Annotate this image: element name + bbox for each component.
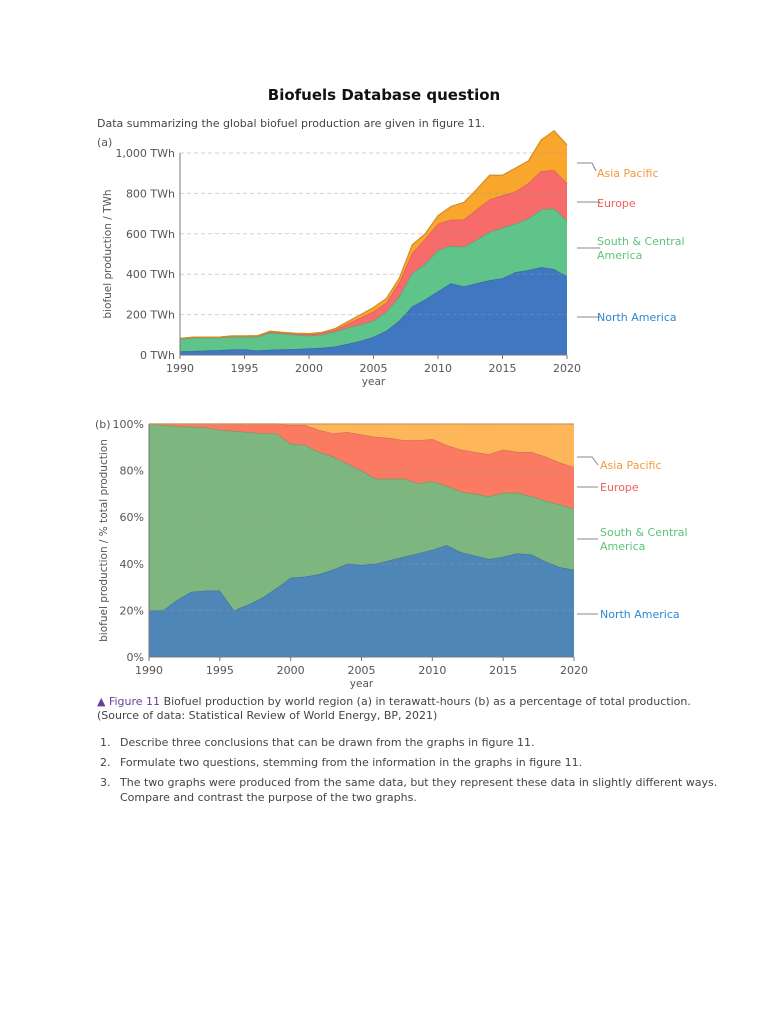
intro-text: Data summarizing the global biofuel prod… xyxy=(97,117,486,130)
legend-label: North America xyxy=(597,311,677,324)
x-tick-label: 1990 xyxy=(135,664,163,677)
x-axis-label: year xyxy=(350,678,374,690)
figure-label: Figure 11 xyxy=(108,695,161,708)
legend-label: America xyxy=(597,249,642,262)
x-axis-label: year xyxy=(362,376,386,388)
question-3: 3. The two graphs were produced from the… xyxy=(100,776,718,804)
area-south-central-america xyxy=(180,208,567,352)
caption-source: (Source of data: Statistical Review of W… xyxy=(97,709,438,722)
x-tick-label: 2010 xyxy=(424,362,452,375)
y-tick-label: 200 TWh xyxy=(126,309,175,322)
legend-label: Europe xyxy=(597,197,636,210)
legend-label: Asia Pacific xyxy=(600,459,662,472)
area-asia-pacific xyxy=(149,424,574,468)
x-tick-label: 2020 xyxy=(560,664,588,677)
x-tick-label: 2005 xyxy=(348,664,376,677)
y-tick-label: 40% xyxy=(120,558,144,571)
y-tick-label: 0 TWh xyxy=(140,349,175,362)
y-tick-label: 20% xyxy=(120,604,144,617)
legend-label: America xyxy=(600,540,645,553)
legend-label: South & Central xyxy=(597,235,685,248)
x-tick-label: 1990 xyxy=(166,362,194,375)
legend-leader-line xyxy=(577,456,599,466)
triangle-icon: ▲ xyxy=(97,695,106,708)
x-tick-label: 2000 xyxy=(277,664,305,677)
area-north-america xyxy=(149,545,574,657)
y-tick-label: 800 TWh xyxy=(126,187,175,200)
panel-label: (b) xyxy=(95,418,111,431)
y-tick-label: 1,000 TWh xyxy=(115,147,175,160)
question-1: 1. Describe three conclusions that can b… xyxy=(100,736,535,749)
x-tick-label: 2015 xyxy=(489,664,517,677)
legend-label: Europe xyxy=(600,481,639,494)
y-axis-label: biofuel production / % total production xyxy=(98,439,110,642)
y-tick-label: 60% xyxy=(120,511,144,524)
y-tick-label: 600 TWh xyxy=(126,228,175,241)
caption-text: Biofuel production by world region (a) i… xyxy=(163,695,691,708)
x-tick-label: 2010 xyxy=(418,664,446,677)
x-tick-label: 1995 xyxy=(231,362,259,375)
chart-b: (b) 0% 20% 40% 60% 80% 100% 1990 1995 2000 2005 201… xyxy=(95,418,688,690)
area-europe xyxy=(149,424,574,510)
page-title: Biofuels Database question xyxy=(267,86,501,104)
x-tick-label: 1995 xyxy=(206,664,234,677)
panel-label: (a) xyxy=(97,136,112,149)
series-edge xyxy=(179,129,568,340)
y-tick-label: 100% xyxy=(113,418,144,431)
y-tick-label: 0% xyxy=(127,651,144,664)
x-tick-label: 2005 xyxy=(360,362,388,375)
legend-leader-line xyxy=(577,162,597,172)
y-tick-label: 80% xyxy=(120,465,144,478)
legend-label: South & Central xyxy=(600,526,688,539)
x-tick-label: 2000 xyxy=(295,362,323,375)
area-south-central-america xyxy=(149,424,574,611)
area-europe xyxy=(180,170,567,339)
area-north-america xyxy=(180,267,567,355)
chart-a: (a) 0 TWh 200 TWh 400 TWh 600 TWh 800 TWh 1,00… xyxy=(97,129,685,388)
x-tick-label: 2015 xyxy=(489,362,517,375)
x-tick-label: 2020 xyxy=(553,362,581,375)
question-2: 2. Formulate two questions, stemming fro… xyxy=(100,756,583,769)
y-axis-label: biofuel production / TWh xyxy=(102,189,114,318)
legend-label: North America xyxy=(600,608,680,621)
y-tick-label: 400 TWh xyxy=(126,268,175,281)
figure-caption: ▲ Figure 11 Biofuel production by world … xyxy=(97,695,691,708)
legend-label: Asia Pacific xyxy=(597,167,659,180)
